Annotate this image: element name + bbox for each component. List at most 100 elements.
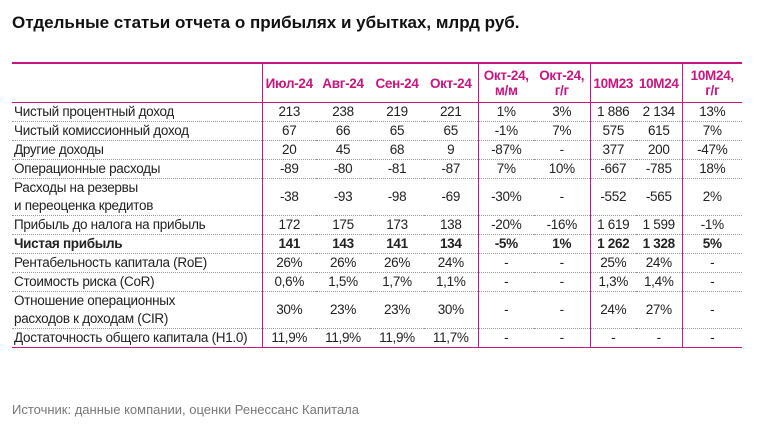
text-line: расходов к доходам (CIR) — [14, 311, 169, 326]
table-cell: - — [534, 291, 591, 329]
text-line: Расходы на резервы — [14, 180, 138, 195]
row-label: Отношение операционных расходов к доходам… — [12, 291, 263, 329]
header-cell: Окт-24, г/г — [534, 62, 591, 103]
table-cell: 27% — [636, 291, 683, 329]
table-cell: 213 — [262, 102, 316, 122]
table-cell: 30% — [424, 291, 479, 329]
table-cell: 11,9% — [316, 328, 370, 348]
table-cell: -1% — [478, 121, 534, 141]
table-cell: - — [534, 272, 591, 292]
row-label: Прибыль до налога на прибыль — [12, 215, 263, 235]
table-cell: - — [478, 291, 534, 329]
table-row: Отношение операционных расходов к доходам… — [12, 291, 742, 329]
header-cell: 10M24 — [636, 62, 683, 103]
text-line: Чистый комиссионный доход — [14, 123, 189, 138]
table-cell: 377 — [590, 140, 636, 160]
table-row: Операционные расходы -89 -80 -81 -87 7% 10% -66… — [12, 159, 742, 179]
table-cell: 238 — [316, 102, 370, 122]
table-row: Чистая прибыль 141 143 141 134 -5% 1% 1 262 1 32… — [12, 234, 742, 254]
table-cell: -87 — [424, 159, 479, 179]
table-cell: 26% — [370, 253, 424, 273]
text-line: Достаточность общего капитала (Н1.0) — [14, 330, 248, 345]
row-label: Расходы на резервы и переоценка кредитов — [12, 178, 263, 216]
text-line: Другие доходы — [14, 142, 104, 157]
source-note: Источник: данные компании, оценки Ренесс… — [12, 402, 359, 417]
table-cell: 66 — [316, 121, 370, 141]
table-cell: 2 134 — [636, 102, 683, 122]
table-cell: 10% — [534, 159, 591, 179]
table-cell: - — [478, 272, 534, 292]
table-row: Другие доходы 20 45 68 9 -87% -377 200 -47% — [12, 140, 742, 160]
table-cell: - — [682, 328, 742, 348]
pnl-table: Июл-24 Авг-24 Сен-24 Окт-24 Окт-24, м/м Окт-24… — [12, 62, 742, 348]
table-cell: 11,7% — [424, 328, 479, 348]
table-cell: 25% — [590, 253, 636, 273]
table-row: Чистый комиссионный доход 67 66 65 65 -1% 7% 57… — [12, 121, 742, 141]
text-line: 10M24, — [690, 68, 735, 83]
table-cell: -38 — [262, 178, 316, 216]
table-row: Расходы на резервы и переоценка кредитов -… — [12, 178, 742, 216]
row-label: Стоимость риска (CoR) — [12, 272, 263, 292]
table-cell: 1 599 — [636, 215, 683, 235]
table-cell: - — [636, 328, 683, 348]
table-cell: 141 — [370, 234, 424, 254]
table-cell: 24% — [636, 253, 683, 273]
table-cell: -89 — [262, 159, 316, 179]
table-cell: 23% — [316, 291, 370, 329]
table-cell: 219 — [370, 102, 424, 122]
text-line: Рентабельность капитала (RoE) — [14, 255, 207, 270]
table-cell: 65 — [370, 121, 424, 141]
table-cell: 11,9% — [262, 328, 316, 348]
row-label: Операционные расходы — [12, 159, 263, 179]
table-cell: 23% — [370, 291, 424, 329]
table-row: Чистый процентный доход 213 238 219 221 1% 3% 1… — [12, 102, 742, 122]
header-cell — [12, 62, 263, 103]
table-cell: 138 — [424, 215, 479, 235]
text-line: Окт-24 — [429, 75, 472, 91]
row-label: Чистый комиссионный доход — [12, 121, 263, 141]
table-cell: 175 — [316, 215, 370, 235]
table-cell: 1,3% — [590, 272, 636, 292]
table-cell: 26% — [316, 253, 370, 273]
table-cell: 221 — [424, 102, 479, 122]
table-cell: 1,5% — [316, 272, 370, 292]
table-cell: -552 — [590, 178, 636, 216]
table-cell: -80 — [316, 159, 370, 179]
table-cell: -47% — [682, 140, 742, 160]
table-cell: -98 — [370, 178, 424, 216]
table-cell: -87% — [478, 140, 534, 160]
header-row: Июл-24 Авг-24 Сен-24 Окт-24 Окт-24, м/м Окт-24… — [12, 62, 742, 103]
table-cell: - — [534, 253, 591, 273]
table-cell: 7% — [534, 121, 591, 141]
table-cell: - — [682, 291, 742, 329]
text-line: 10M23 — [593, 75, 634, 91]
table-cell: 7% — [478, 159, 534, 179]
table-cell: -69 — [424, 178, 479, 216]
text-line: г/г — [705, 83, 720, 98]
table-cell: 45 — [316, 140, 370, 160]
header-cell: Окт-24, м/м — [478, 62, 534, 103]
table-cell: -667 — [590, 159, 636, 179]
table-row: Прибыль до налога на прибыль 172 175 173 138… — [12, 215, 742, 235]
table-cell: 11,9% — [370, 328, 424, 348]
table-cell: 1 262 — [590, 234, 636, 254]
table-cell: 1% — [478, 102, 534, 122]
text-line: Чистая прибыль — [14, 236, 123, 251]
header-cell: 10M24, г/г — [682, 62, 742, 103]
text-line: 10M24 — [638, 75, 679, 91]
table-cell: - — [590, 328, 636, 348]
table-cell: 173 — [370, 215, 424, 235]
text-line: м/м — [494, 83, 518, 98]
table-cell: 134 — [424, 234, 479, 254]
table-cell: 0,6% — [262, 272, 316, 292]
table-cell: -5% — [478, 234, 534, 254]
table-cell: 200 — [636, 140, 683, 160]
header-cell: Июл-24 — [262, 62, 316, 103]
table-cell: -785 — [636, 159, 683, 179]
text-line: Прибыль до налога на прибыль — [14, 217, 206, 232]
text-line: Июл-24 — [265, 75, 313, 91]
table-cell: - — [682, 272, 742, 292]
table-cell: 141 — [262, 234, 316, 254]
header-cell: Сен-24 — [370, 62, 424, 103]
